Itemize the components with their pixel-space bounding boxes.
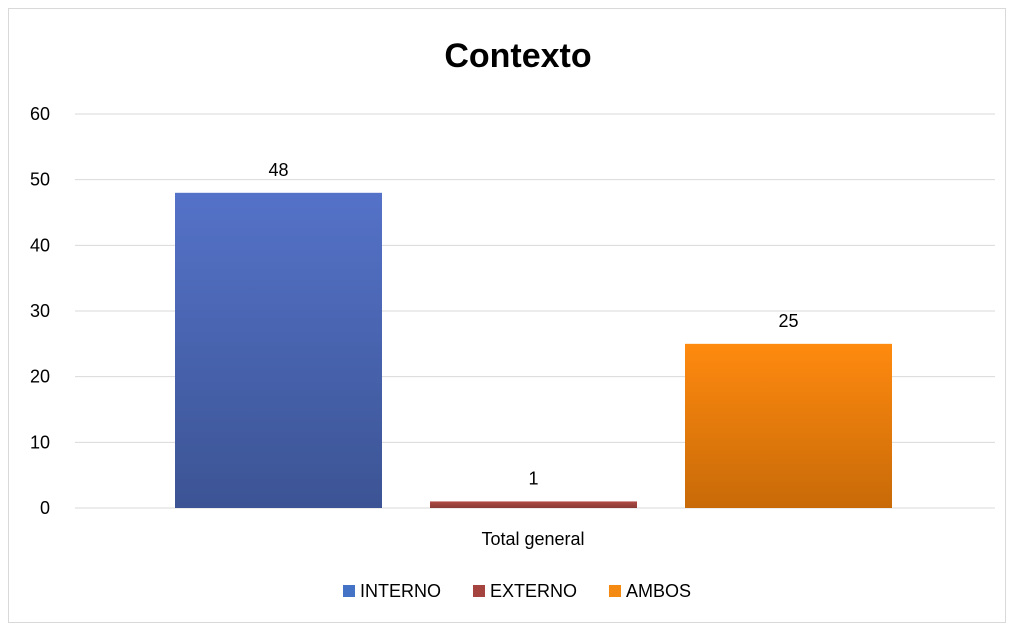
data-label-externo: 1	[528, 468, 538, 488]
y-tick-label: 20	[30, 367, 50, 387]
bar-interno	[175, 192, 382, 509]
y-tick-label: 30	[30, 301, 50, 321]
legend-label-interno: INTERNO	[360, 581, 441, 601]
y-tick-label: 50	[30, 170, 50, 190]
legend-swatch-interno	[343, 585, 355, 597]
legend-label-externo: EXTERNO	[490, 581, 577, 601]
chart-frame	[8, 8, 1006, 623]
y-tick-label: 10	[30, 432, 50, 452]
y-tick-label: 40	[30, 235, 50, 255]
y-tick-label: 60	[30, 104, 50, 124]
data-label-ambos: 25	[778, 311, 798, 331]
chart-title: Contexto	[444, 37, 591, 75]
bar-externo	[430, 501, 637, 508]
legend-swatch-ambos	[609, 585, 621, 597]
y-tick-label: 0	[40, 498, 50, 518]
data-label-interno: 48	[268, 160, 288, 180]
x-tick-label: Total general	[481, 529, 584, 549]
legend-label-ambos: AMBOS	[626, 581, 691, 601]
bar-ambos	[685, 343, 892, 508]
legend-swatch-externo	[473, 585, 485, 597]
